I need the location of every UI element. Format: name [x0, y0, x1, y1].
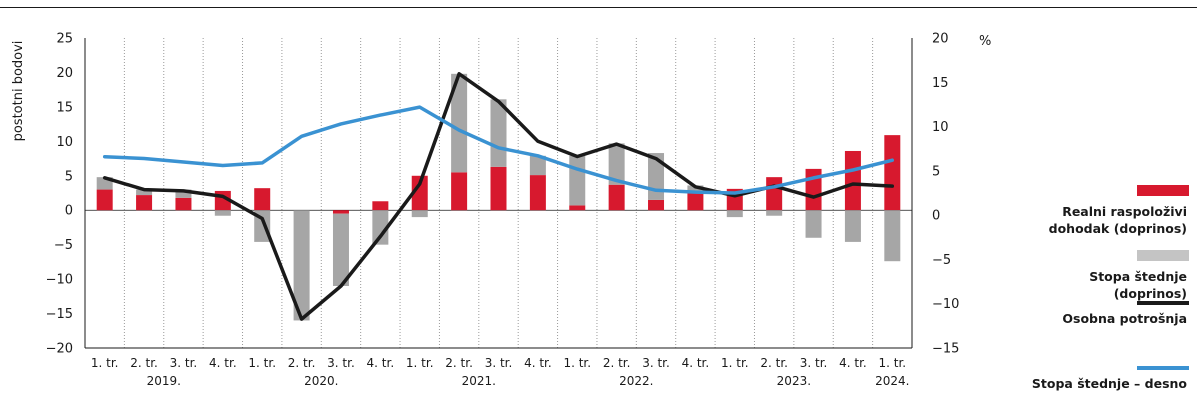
x-tick-label: 3. tr. [485, 356, 513, 370]
x-tick-label: 4. tr. [209, 356, 237, 370]
bar-saving-rate [844, 210, 861, 242]
bar-saving-rate [332, 213, 349, 286]
x-tick-label: 1. tr. [878, 356, 906, 370]
x-year-label: 2020. [304, 374, 338, 388]
bar-saving-rate [569, 155, 586, 206]
y-right-tick-label: −10 [932, 297, 959, 312]
x-tick-label: 4. tr. [839, 356, 867, 370]
bar-income [569, 205, 586, 211]
y-left-tick-label: 15 [56, 100, 73, 115]
y-right-tick-label: 5 [932, 164, 940, 179]
x-year-label: 2019. [147, 374, 181, 388]
y-axis-left: 25 20 15 10 5 0 −5 −10 −15 −20 [46, 32, 73, 357]
y-left-tick-label: 5 [65, 169, 73, 184]
x-tick-label: 2. tr. [130, 356, 158, 370]
y-right-tick-label: 15 [932, 76, 949, 91]
x-tick-label: 3. tr. [642, 356, 670, 370]
x-tick-label: 3. tr. [170, 356, 198, 370]
y-right-tick-label: −5 [932, 253, 951, 268]
bar-income [451, 172, 468, 211]
legend-swatch [1137, 185, 1189, 196]
legend-label: Stopa štednje (doprinos) [1089, 269, 1187, 301]
y-left-tick-label: −15 [46, 307, 73, 322]
y-right-tick-label: 10 [932, 120, 949, 135]
legend-swatch [1137, 366, 1189, 370]
bar-income [411, 175, 428, 211]
bar-saving-rate [687, 185, 704, 193]
bar-income [175, 197, 192, 211]
bar-saving-rate [805, 210, 822, 238]
x-tick-label: 3. tr. [800, 356, 828, 370]
y-axis-right: 20 15 10 5 0 −5 −10 −15 [932, 32, 959, 357]
bar-income [332, 210, 349, 214]
x-tick-label: 1. tr. [91, 356, 119, 370]
legend-label: Realni raspoloživi dohodak (doprinos) [1048, 204, 1187, 236]
x-tick-label: 4. tr. [682, 356, 710, 370]
x-tick-label: 1. tr. [248, 356, 276, 370]
y-left-tick-label: −5 [54, 238, 73, 253]
x-tick-label: 1. tr. [721, 356, 749, 370]
bar-income [529, 175, 546, 211]
x-tick-label: 2. tr. [760, 356, 788, 370]
bar-income [490, 166, 507, 211]
bar-income [884, 135, 901, 211]
bar-income [766, 177, 783, 211]
y-left-tick-label: −10 [46, 273, 73, 288]
x-year-label: 2021. [462, 374, 496, 388]
legend-label: Stopa štednje – desno [1031, 376, 1187, 391]
bar-income [96, 189, 113, 211]
bars [96, 73, 901, 321]
x-axis: 1. tr. 2. tr. 3. tr. 4. tr. 1. tr. 2. tr. 3. t… [91, 356, 910, 388]
bar-saving-rate [726, 210, 743, 218]
x-tick-label: 4. tr. [524, 356, 552, 370]
x-tick-label: 1. tr. [563, 356, 591, 370]
y-left-tick-label: 10 [56, 135, 73, 150]
y-left-tick-label: 25 [56, 32, 73, 47]
y-left-tick-label: −20 [46, 342, 73, 357]
y-axis-right-label: % [979, 34, 991, 49]
bar-saving-rate [451, 73, 468, 173]
line-saving-rate-right [102, 105, 895, 195]
bar-saving-rate [136, 189, 153, 196]
bar-saving-rate [766, 210, 783, 216]
x-year-label: 2023. [777, 374, 811, 388]
bar-saving-rate [529, 155, 546, 176]
x-year-label: 2024. [875, 374, 909, 388]
x-tick-label: 3. tr. [327, 356, 355, 370]
y-right-tick-label: 20 [932, 32, 949, 47]
bar-saving-rate [175, 189, 192, 198]
legend-swatch [1137, 301, 1189, 305]
bar-income [648, 199, 665, 211]
bar-saving-rate [884, 210, 901, 262]
lines [102, 72, 895, 321]
bar-saving-rate [214, 210, 231, 216]
x-year-label: 2022. [619, 374, 653, 388]
x-tick-label: 2. tr. [445, 356, 473, 370]
bar-saving-rate [372, 210, 389, 245]
y-axis-left-label: postotni bodovi [11, 41, 26, 142]
legend-swatch [1137, 250, 1189, 261]
bar-income [844, 150, 861, 211]
bar-saving-rate [608, 143, 625, 185]
bar-income [687, 192, 704, 211]
bar-income [608, 184, 625, 211]
x-tick-label: 2. tr. [603, 356, 631, 370]
bar-income [254, 188, 271, 211]
bar-saving-rate [293, 210, 310, 321]
x-tick-label: 1. tr. [406, 356, 434, 370]
legend-label: Osobna potrošnja [1062, 311, 1187, 326]
x-tick-label: 2. tr. [288, 356, 316, 370]
bar-income [136, 195, 153, 211]
y-left-tick-label: 0 [65, 204, 73, 219]
y-right-tick-label: −15 [932, 342, 959, 357]
x-tick-label: 4. tr. [367, 356, 395, 370]
y-left-tick-label: 20 [56, 66, 73, 81]
bar-saving-rate [411, 210, 428, 218]
y-right-tick-label: 0 [932, 209, 940, 224]
bar-income [372, 201, 389, 211]
